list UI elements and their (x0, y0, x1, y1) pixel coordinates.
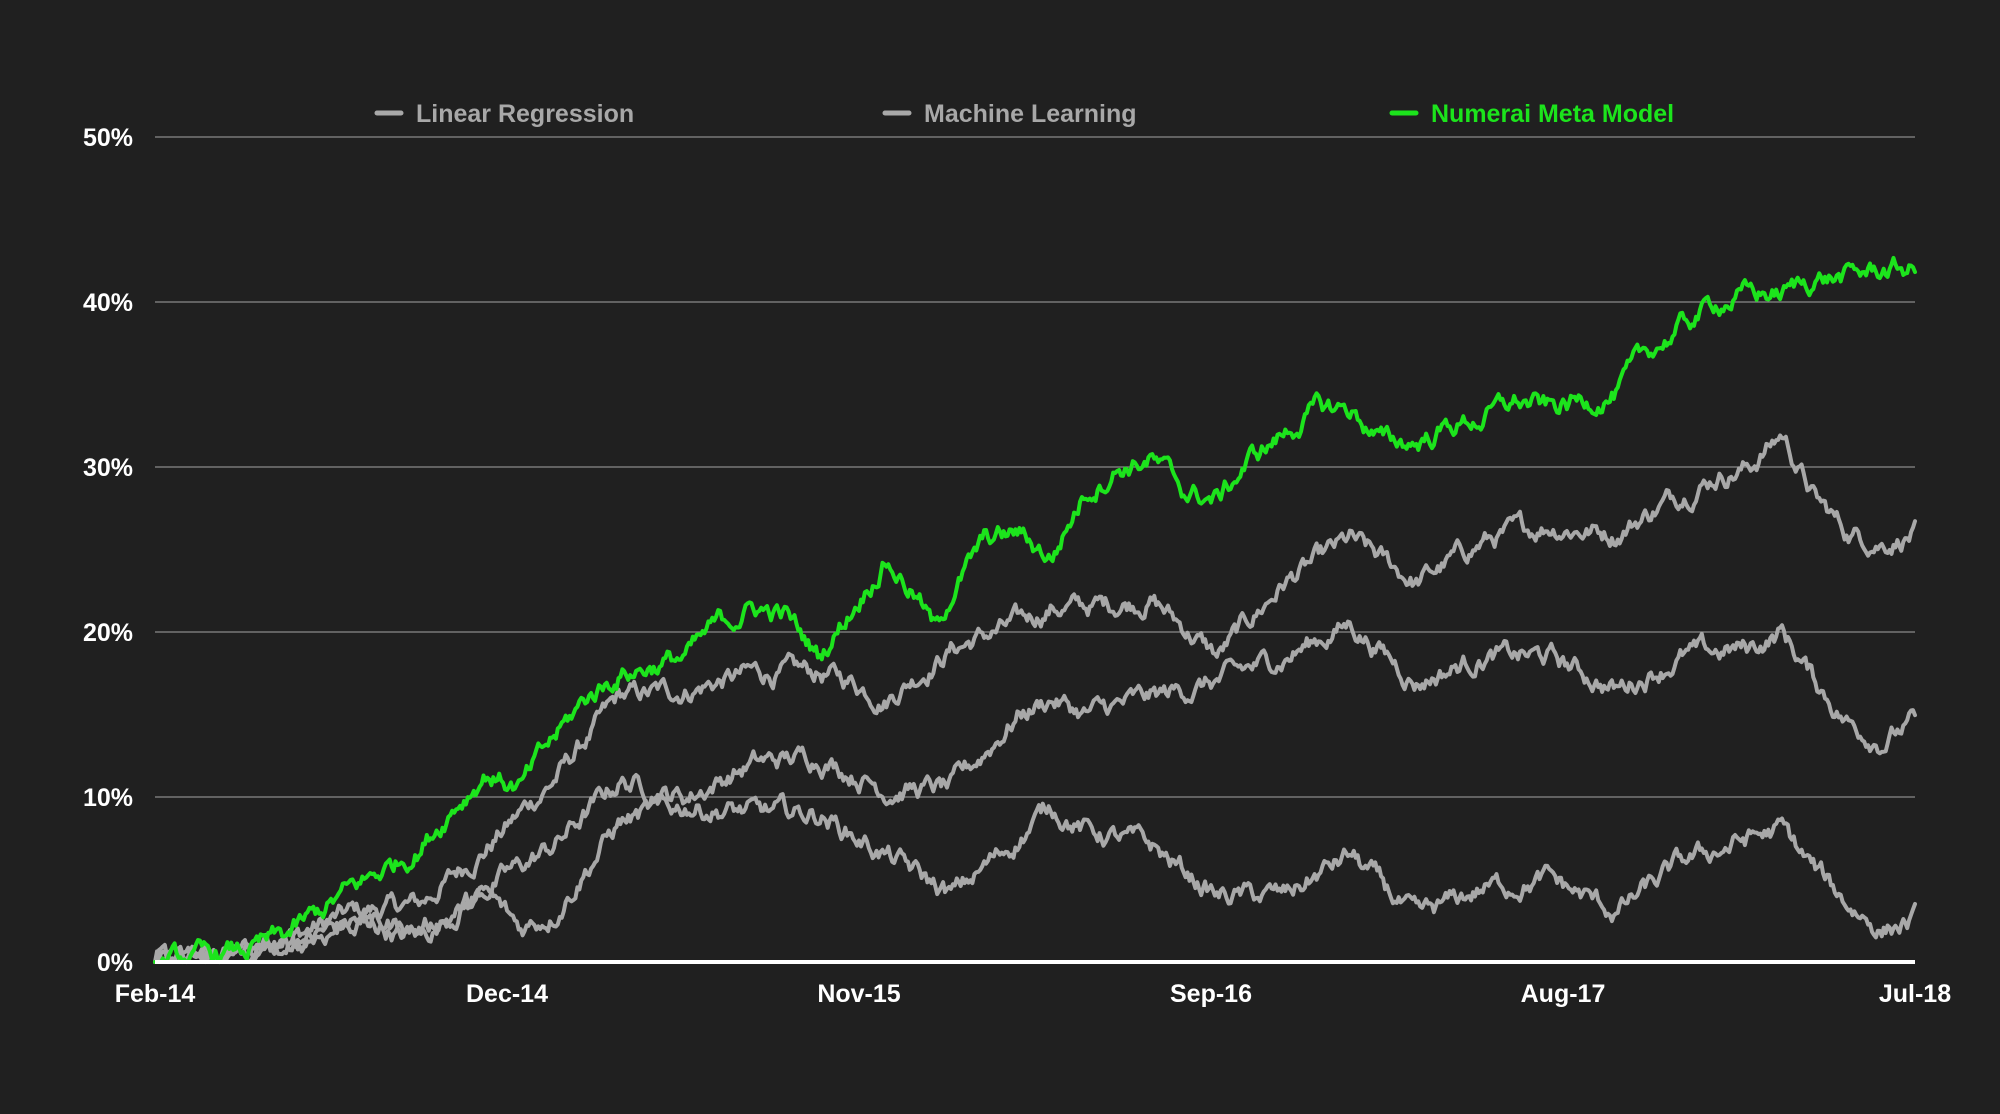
series-line-1 (153, 433, 1917, 964)
series-line-3 (153, 792, 1917, 964)
legend-item: Linear Regression (374, 100, 634, 128)
y-axis-tick-labels: 0% 10% 20% 30% 40% 50% (83, 124, 133, 977)
series-lines (153, 255, 1917, 964)
legend-label: Machine Learning (924, 100, 1137, 128)
gridlines (155, 136, 1915, 798)
y-tick-label: 30% (83, 454, 133, 482)
x-tick-label: Nov-15 (817, 980, 900, 1008)
x-tick-label: Sep-16 (1170, 980, 1252, 1008)
legend-item: Numerai Meta Model (1389, 100, 1674, 128)
series-line-4 (153, 255, 1917, 964)
x-tick-label: Dec-14 (466, 980, 548, 1008)
x-tick-label: Aug-17 (1521, 980, 1606, 1008)
y-tick-label: 0% (97, 949, 133, 977)
x-tick-label: Jul-18 (1879, 980, 1951, 1008)
legend: Linear Regression Machine Learning Numerai… (374, 100, 1674, 128)
legend-item: Machine Learning (882, 100, 1137, 128)
legend-label: Linear Regression (416, 100, 634, 128)
y-tick-label: 40% (83, 289, 133, 317)
x-tick-label: Feb-14 (115, 980, 196, 1008)
y-tick-label: 10% (83, 784, 133, 812)
x-axis-tick-labels: Feb-14 Dec-14 Nov-15 Sep-16 Aug-17 Jul-18 (115, 980, 1952, 1008)
y-tick-label: 20% (83, 619, 133, 647)
legend-label: Numerai Meta Model (1431, 100, 1674, 128)
y-tick-label: 50% (83, 124, 133, 152)
